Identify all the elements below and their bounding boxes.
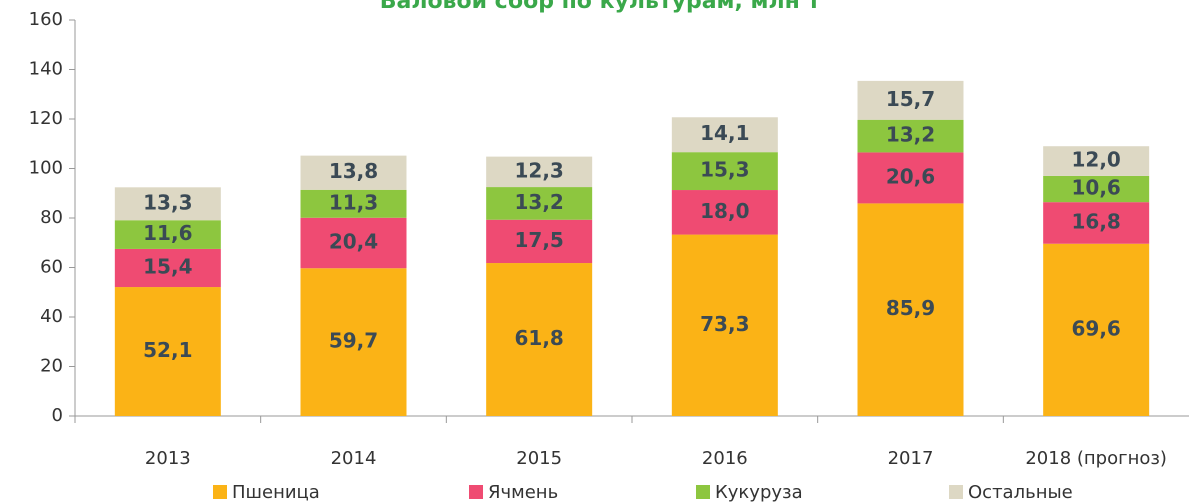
bar-segment: [857, 80, 964, 120]
legend-swatch: [213, 485, 227, 499]
bar-segment: [300, 155, 407, 190]
bar-segment: [114, 248, 221, 288]
x-tick-label: 2014: [331, 448, 377, 469]
data-label: 52,1: [143, 338, 192, 362]
bar-segment: [857, 119, 964, 153]
y-tick-label: 140: [29, 59, 63, 80]
bar-segment: [114, 220, 221, 249]
y-tick-label: 60: [40, 257, 63, 278]
x-tick-label: 2017: [888, 448, 934, 469]
bar-segment: [671, 190, 778, 235]
bar-segment: [114, 187, 221, 221]
y-tick-label: 160: [29, 9, 63, 30]
x-tick-label: 2013: [145, 448, 191, 469]
data-label: 13,8: [329, 159, 378, 183]
data-label: 15,3: [700, 158, 749, 182]
legend-label: Пшеница: [232, 482, 320, 503]
data-label: 18,0: [700, 199, 749, 223]
data-label: 10,6: [1071, 176, 1120, 200]
legend-label: Ячмень: [488, 482, 558, 503]
data-label: 73,3: [700, 312, 749, 336]
bar-segment: [857, 203, 964, 416]
bar-segment: [114, 287, 221, 416]
data-label: 13,2: [514, 190, 563, 214]
y-tick-label: 20: [40, 356, 63, 377]
bar-segment: [1043, 202, 1150, 244]
y-tick-label: 80: [40, 207, 63, 228]
legend-swatch: [949, 485, 963, 499]
data-label: 12,3: [514, 158, 563, 182]
data-label: 20,6: [886, 164, 935, 188]
x-tick-label: 2018 (прогноз): [1025, 448, 1167, 469]
bar-segment: [486, 187, 593, 220]
data-label: 69,6: [1071, 316, 1120, 340]
data-label: 13,2: [886, 123, 935, 147]
bar-segment: [1043, 146, 1150, 176]
legend-label: Кукуруза: [715, 482, 803, 503]
data-label: 16,8: [1071, 209, 1120, 233]
y-tick-label: 100: [29, 158, 63, 179]
bar-segment: [486, 219, 593, 264]
bar-segment: [671, 152, 778, 191]
y-tick-label: 0: [52, 405, 63, 426]
bar-segment: [300, 217, 407, 269]
data-label: 14,1: [700, 121, 749, 145]
y-tick-label: 120: [29, 108, 63, 129]
data-label: 15,4: [143, 254, 192, 278]
data-label: 61,8: [514, 326, 563, 350]
bar-segment: [300, 268, 407, 416]
bar-segment: [671, 117, 778, 153]
bar-segment: [1043, 243, 1150, 416]
data-label: 85,9: [886, 296, 935, 320]
data-label: 13,3: [143, 190, 192, 214]
data-label: 12,0: [1071, 148, 1120, 172]
legend-swatch: [696, 485, 710, 499]
bar-segment: [486, 263, 593, 416]
data-label: 11,6: [143, 221, 192, 245]
bar-segment: [300, 189, 407, 218]
x-tick-label: 2015: [516, 448, 562, 469]
x-tick-label: 2016: [702, 448, 748, 469]
legend-swatch: [469, 485, 483, 499]
data-label: 17,5: [514, 228, 563, 252]
data-label: 15,7: [886, 87, 935, 111]
bar-segment: [671, 234, 778, 416]
bar-segment: [1043, 175, 1150, 203]
data-label: 59,7: [329, 329, 378, 353]
legend-label: Остальные: [968, 482, 1073, 503]
bar-segment: [486, 156, 593, 188]
data-label: 11,3: [329, 190, 378, 214]
data-label: 20,4: [329, 229, 378, 253]
chart-title: Валовой сбор по культурам, млн т: [380, 0, 821, 14]
bar-segment: [857, 152, 964, 204]
y-tick-label: 40: [40, 306, 63, 327]
